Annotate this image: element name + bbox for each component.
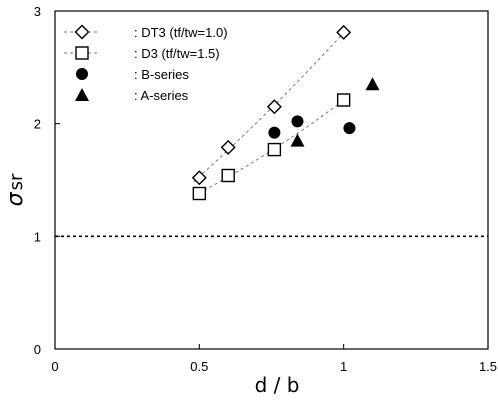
x-tick-label: 0.5 <box>190 359 208 374</box>
y-axis-title-subscript: sr <box>6 173 27 190</box>
x-axis-title: d / b <box>255 373 300 397</box>
data-point <box>191 170 207 186</box>
x-tick-label: 0 <box>51 359 58 374</box>
plot-area <box>54 10 489 350</box>
data-point <box>220 139 236 155</box>
legend-marker <box>76 68 88 80</box>
data-point <box>290 133 305 147</box>
y-axis-title-symbol: σ <box>3 191 28 206</box>
data-point <box>221 168 235 183</box>
data-point <box>266 99 282 115</box>
data-point <box>268 126 281 139</box>
y-axis-title: σsr <box>3 173 28 206</box>
legend-label: : B-series <box>134 67 189 82</box>
trend-line-layer <box>193 29 347 197</box>
legend-label: : D3 (tf/tw=1.5) <box>134 46 220 61</box>
y-tick-label: 1 <box>34 229 41 244</box>
legend-marker <box>75 88 89 101</box>
data-point <box>291 115 304 128</box>
data-point <box>336 24 352 40</box>
trend-line <box>193 97 347 197</box>
data-point <box>336 93 351 107</box>
legend: : DT3 (tf/tw=1.0) : D3 (tf/tw=1.5) : B-ser… <box>64 24 228 103</box>
svg-text:σsr: σsr <box>3 173 28 206</box>
axis-ticks-layer: 0 0.5 1 1.5 0 1 2 3 <box>34 4 497 374</box>
legend-label: : DT3 (tf/tw=1.0) <box>134 25 228 40</box>
x-tick-label: 1.5 <box>479 359 497 374</box>
legend-label: : A-series <box>134 88 189 103</box>
data-point <box>343 122 356 135</box>
legend-marker <box>74 24 90 40</box>
y-tick-label: 2 <box>34 117 41 132</box>
y-tick-label: 3 <box>34 4 41 19</box>
x-tick-label: 1 <box>340 359 347 374</box>
plot-border <box>54 10 489 350</box>
data-point <box>267 142 282 157</box>
y-tick-label: 0 <box>34 342 41 357</box>
data-point <box>192 186 207 201</box>
data-points-layer <box>191 24 380 201</box>
data-point <box>365 77 380 91</box>
legend-marker <box>75 46 89 60</box>
